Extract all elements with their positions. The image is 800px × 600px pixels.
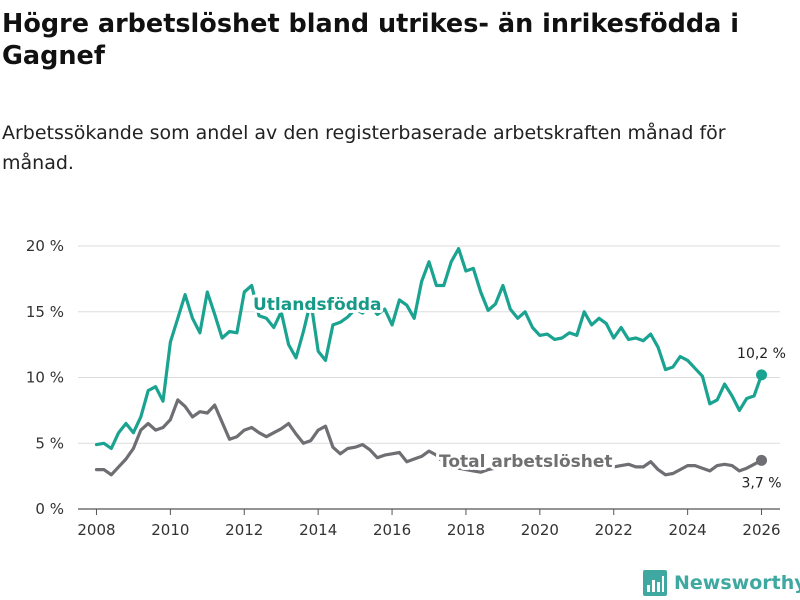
series-label-total-arbetsl-shet: Total arbetslöshet — [439, 452, 613, 472]
x-tick-label: 2016 — [373, 521, 411, 539]
y-tick-label: 0 % — [35, 500, 64, 518]
y-tick-label: 20 % — [26, 237, 64, 255]
x-tick-label: 2018 — [447, 521, 485, 539]
end-label-total: 3,7 % — [742, 475, 782, 491]
x-axis-ticks: 2008 2010 2012 2014 2016 2018 2020 2022 2024 2026 — [77, 509, 781, 539]
x-tick-label: 2012 — [225, 521, 263, 539]
series-line-utlandsf-dda — [94, 247, 764, 451]
y-tick-label: 5 % — [35, 434, 64, 452]
series-label-halo: Utlandsfödda — [253, 295, 382, 315]
x-tick-label: 2014 — [299, 521, 337, 539]
series-label-utlandsf-dda: Utlandsfödda — [253, 295, 382, 315]
end-point-total-arbetsl-shet — [756, 454, 768, 466]
series-lines — [94, 247, 768, 477]
end-label-utlandsfodda: 10,2 % — [737, 346, 786, 362]
series-line-total-arbetsl-shet — [94, 398, 764, 477]
x-tick-label: 2020 — [521, 521, 559, 539]
series-label-halo: Total arbetslöshet — [439, 452, 613, 472]
chart-title: Högre arbetslöshet bland utrikes- än inr… — [2, 9, 740, 71]
x-tick-label: 2008 — [77, 521, 115, 539]
y-tick-label: 15 % — [26, 303, 64, 321]
newsworthy-logo-icon — [643, 570, 667, 596]
x-tick-label: 2024 — [669, 521, 707, 539]
newsworthy-logo-text: Newsworthy — [674, 572, 800, 594]
x-tick-label: 2010 — [151, 521, 189, 539]
grid-lines — [78, 245, 780, 510]
end-point-utlandsf-dda — [756, 369, 768, 381]
x-tick-label: 2022 — [595, 521, 633, 539]
y-tick-label: 10 % — [26, 369, 64, 387]
chart-subtitle: Arbetssökande som andel av den registerb… — [2, 122, 726, 174]
y-axis-ticks: 0 % 5 % 10 % 15 % 20 % — [26, 237, 64, 518]
x-tick-label: 2026 — [742, 521, 780, 539]
newsworthy-logo: Newsworthy — [643, 568, 800, 598]
